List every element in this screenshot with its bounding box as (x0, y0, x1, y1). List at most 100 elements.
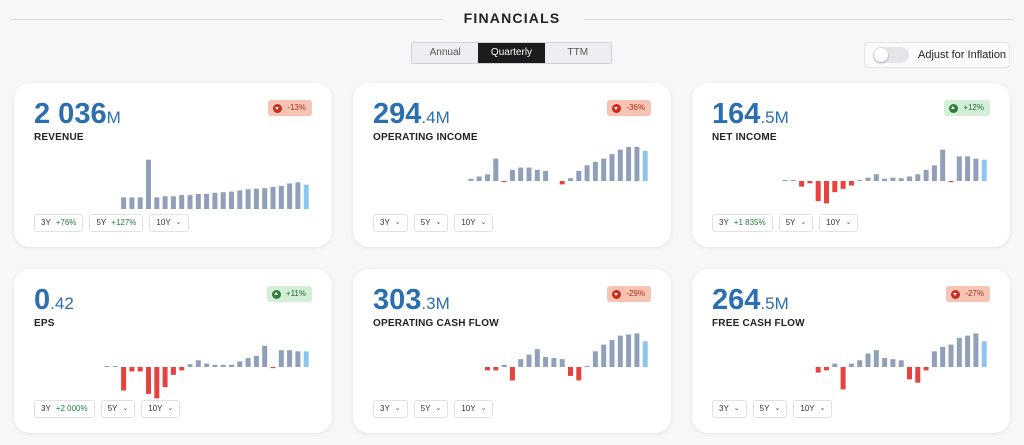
chart-bar (576, 170, 582, 181)
chart-bar (162, 367, 168, 388)
dropdown-caret-icon: ⌄ (435, 405, 442, 412)
range-label: 5Y (759, 404, 770, 413)
range-label: 3Y (719, 404, 729, 413)
range-button-10y[interactable]: 10Y ⌄ (793, 400, 833, 418)
chart-bar (965, 156, 971, 181)
chart-bar (907, 367, 912, 380)
revenue-bar-chart (121, 159, 309, 209)
chart-bar (121, 197, 127, 209)
range-button-5y[interactable]: 5Y ⌄ (413, 214, 449, 232)
net-income-card: 164.5M NET INCOME +12% 3Y +1 835% 5Y ⌄ 1… (692, 83, 1010, 247)
chart-bar (162, 196, 168, 209)
chart-bar (220, 192, 226, 209)
free-cash-flow-value: 264.5M (712, 284, 789, 316)
inflation-toggle-label: Adjust for Inflation (918, 49, 1007, 61)
chart-bar (154, 367, 160, 399)
range-button-5y[interactable]: 5Y +127% (89, 214, 144, 232)
tab-ttm[interactable]: TTM (567, 47, 589, 58)
chart-bar (146, 367, 151, 394)
dropdown-caret-icon: ⌄ (480, 219, 487, 226)
range-label: 10Y (826, 218, 841, 227)
range-label: 5Y (420, 218, 431, 227)
chart-bar (262, 188, 268, 209)
range-label: 3Y (41, 218, 51, 227)
operating-cash-flow-card: 303.3M OPERATING CASH FLOW -29% 3Y ⌄ 5Y … (353, 269, 671, 433)
dropdown-caret-icon: ⌄ (774, 405, 781, 412)
chart-bar (179, 367, 185, 371)
operating-income-change-badge: -36% (607, 100, 651, 116)
range-label: 3Y (380, 404, 390, 413)
chart-bar (973, 158, 979, 181)
range-label: 5Y (420, 404, 431, 413)
chart-bar (229, 364, 234, 367)
chart-bar (857, 360, 863, 367)
chart-bar (253, 188, 259, 209)
chart-bar (129, 367, 135, 372)
chart-bar (890, 359, 896, 367)
arrow-down-circle-icon (612, 289, 622, 299)
chart-bar (278, 185, 284, 209)
chart-bar (807, 181, 813, 184)
chart-bar (940, 346, 946, 367)
chart-bar (890, 177, 896, 181)
inflation-toggle-switch[interactable] (873, 47, 909, 63)
chart-bar (873, 174, 879, 181)
chart-bar (857, 179, 863, 181)
dropdown-caret-icon: ⌄ (480, 405, 487, 412)
range-button-3y[interactable]: 3Y +76% (34, 214, 84, 232)
chart-bar (526, 167, 532, 181)
operating-income-range-buttons: 3Y ⌄ 5Y ⌄ 10Y ⌄ (373, 214, 494, 232)
range-button-10y[interactable]: 10Y ⌄ (149, 214, 189, 232)
chart-bar (212, 192, 218, 209)
dropdown-caret-icon: ⌄ (819, 405, 826, 412)
change-value: -29% (626, 289, 645, 298)
inflation-toggle-box: Adjust for Inflation (864, 42, 1010, 68)
eps-bar-chart (104, 345, 309, 399)
tab-annual[interactable]: Annual (429, 47, 461, 58)
range-button-5y[interactable]: 5Y ⌄ (413, 400, 449, 418)
chart-bar (568, 367, 573, 376)
range-button-3y[interactable]: 3Y ⌄ (373, 400, 408, 418)
range-button-5y[interactable]: 5Y ⌄ (100, 400, 136, 418)
range-button-3y[interactable]: 3Y ⌄ (712, 400, 747, 418)
chart-bar (948, 181, 954, 183)
change-value: +12% (963, 103, 984, 112)
range-label: 5Y (785, 218, 796, 227)
range-button-3y[interactable]: 3Y +1 835% (712, 214, 773, 232)
net-income-bar-chart (782, 149, 987, 204)
chart-bar (931, 351, 937, 367)
chart-bar (287, 183, 293, 209)
chart-bar (642, 150, 648, 181)
operating-income-label: OPERATING INCOME (373, 132, 478, 143)
chart-bar (493, 158, 499, 181)
free-cash-flow-range-buttons: 3Y ⌄ 5Y ⌄ 10Y ⌄ (712, 400, 833, 418)
chart-bar (865, 177, 871, 181)
range-label: 5Y (107, 404, 118, 413)
chart-bar (303, 184, 309, 209)
chart-bar (187, 195, 193, 209)
operating-cash-flow-value: 303.3M (373, 284, 450, 316)
range-button-3y[interactable]: 3Y ⌄ (373, 214, 408, 232)
chart-bar (568, 178, 573, 181)
range-button-5y[interactable]: 5Y ⌄ (752, 400, 788, 418)
chart-bar (840, 181, 846, 189)
tab-quarterly[interactable]: Quarterly (478, 43, 545, 63)
range-button-10y[interactable]: 10Y ⌄ (454, 400, 494, 418)
revenue-card: 2 036M REVENUE -13% 3Y +76% 5Y +127% 10Y… (14, 83, 332, 247)
chart-bar (229, 191, 234, 209)
chart-bar (790, 180, 796, 181)
chart-bar (509, 169, 515, 181)
chart-bar (973, 333, 979, 367)
operating-cash-flow-range-buttons: 3Y ⌄ 5Y ⌄ 10Y ⌄ (373, 400, 494, 418)
chart-bar (915, 367, 921, 383)
chart-bar (551, 358, 557, 367)
range-button-10y[interactable]: 10Y ⌄ (141, 400, 181, 418)
net-income-change-badge: +12% (944, 100, 990, 116)
chart-bar (287, 350, 293, 367)
range-button-3y[interactable]: 3Y +2 000% (34, 400, 95, 418)
range-button-5y[interactable]: 5Y ⌄ (778, 214, 814, 232)
range-button-10y[interactable]: 10Y ⌄ (454, 214, 494, 232)
arrow-down-circle-icon (951, 289, 961, 299)
chart-bar (212, 364, 218, 367)
range-button-10y[interactable]: 10Y ⌄ (819, 214, 859, 232)
